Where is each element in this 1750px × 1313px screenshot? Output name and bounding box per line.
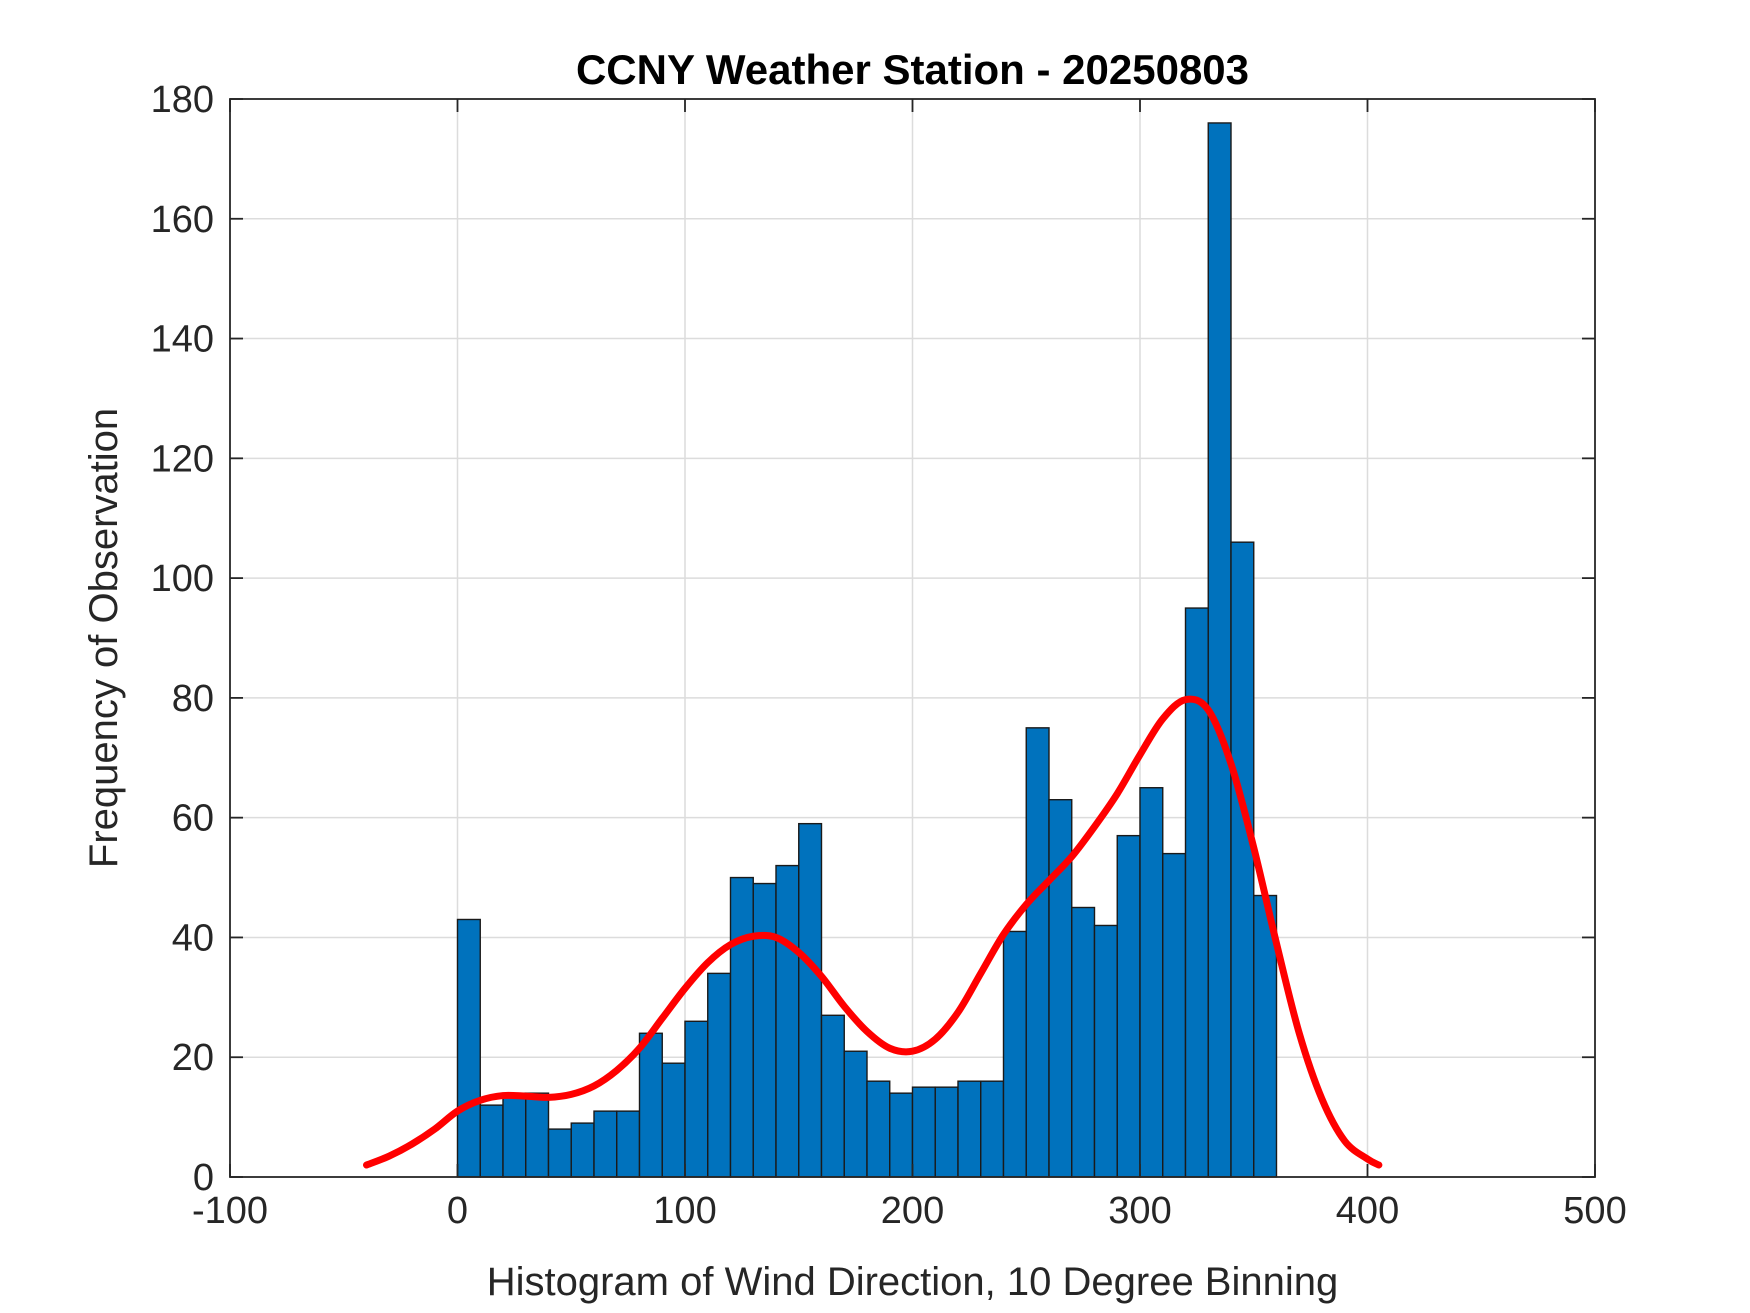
histogram-bar [1184,607,1209,1178]
histogram-bar [547,1128,572,1178]
histogram-bar [616,1110,641,1178]
histogram-bar [980,1080,1005,1178]
label-layer: CCNY Weather Station - 20250803 Histogra… [82,46,1338,1304]
histogram-bar [934,1086,959,1178]
y-tick-label: 160 [151,199,214,241]
y-axis-label: Frequency of Observation [82,408,126,868]
x-tick-label: 300 [1108,1190,1171,1232]
histogram-bar [638,1032,663,1178]
curve-layer [363,695,1383,1169]
x-tick-label: 400 [1336,1190,1399,1232]
histogram-bar [843,1050,868,1178]
histogram-bar [502,1092,527,1178]
histogram-bar [1116,834,1141,1178]
histogram-bar [570,1122,595,1178]
histogram-bar [798,822,823,1178]
histogram-bar [525,1092,550,1178]
y-tick-label: 180 [151,79,214,121]
histogram-bar [911,1086,936,1178]
histogram-bar [1162,852,1187,1178]
histogram-bar [707,972,732,1178]
y-tick-label: 60 [172,798,214,840]
histogram-bar [1230,541,1255,1178]
y-tick-label: 100 [151,558,214,600]
x-axis-label: Histogram of Wind Direction, 10 Degree B… [487,1260,1339,1304]
axis-layer: -100 0 100 200 300 400 50002040608010012014016… [151,79,1627,1232]
histogram-bar [1002,930,1027,1178]
x-tick-label: -100 [192,1190,268,1232]
histogram-bar [820,1014,845,1178]
y-tick-label: 40 [172,917,214,959]
histogram-bar [593,1110,618,1178]
histogram-bar [1071,906,1096,1178]
histogram-bar [866,1080,891,1178]
x-tick-label: 500 [1563,1190,1626,1232]
x-tick-label: 0 [447,1190,468,1232]
histogram-bar [752,882,777,1178]
fit-curve-line [363,695,1383,1169]
chart-title: CCNY Weather Station - 20250803 [576,46,1249,93]
bar-layer [456,122,1278,1178]
histogram-bar [729,876,754,1178]
histogram-bar [957,1080,982,1178]
histogram-bar [456,918,481,1178]
x-tick-label: 200 [881,1190,944,1232]
y-tick-label: 0 [193,1157,214,1199]
histogram-bar [684,1020,709,1178]
histogram-bar [1207,122,1232,1178]
grid-layer [230,99,1595,1177]
y-tick-label: 80 [172,678,214,720]
histogram-bar [775,864,800,1178]
y-tick-label: 20 [172,1037,214,1079]
histogram-bar [479,1104,504,1178]
histogram-bar [1093,924,1118,1178]
histogram-bar [889,1092,914,1178]
y-tick-label: 140 [151,319,214,361]
histogram-bar [1139,787,1164,1178]
x-tick-label: 100 [653,1190,716,1232]
histogram-bar [1025,727,1050,1178]
histogram-bar [661,1062,686,1178]
y-tick-label: 120 [151,438,214,480]
